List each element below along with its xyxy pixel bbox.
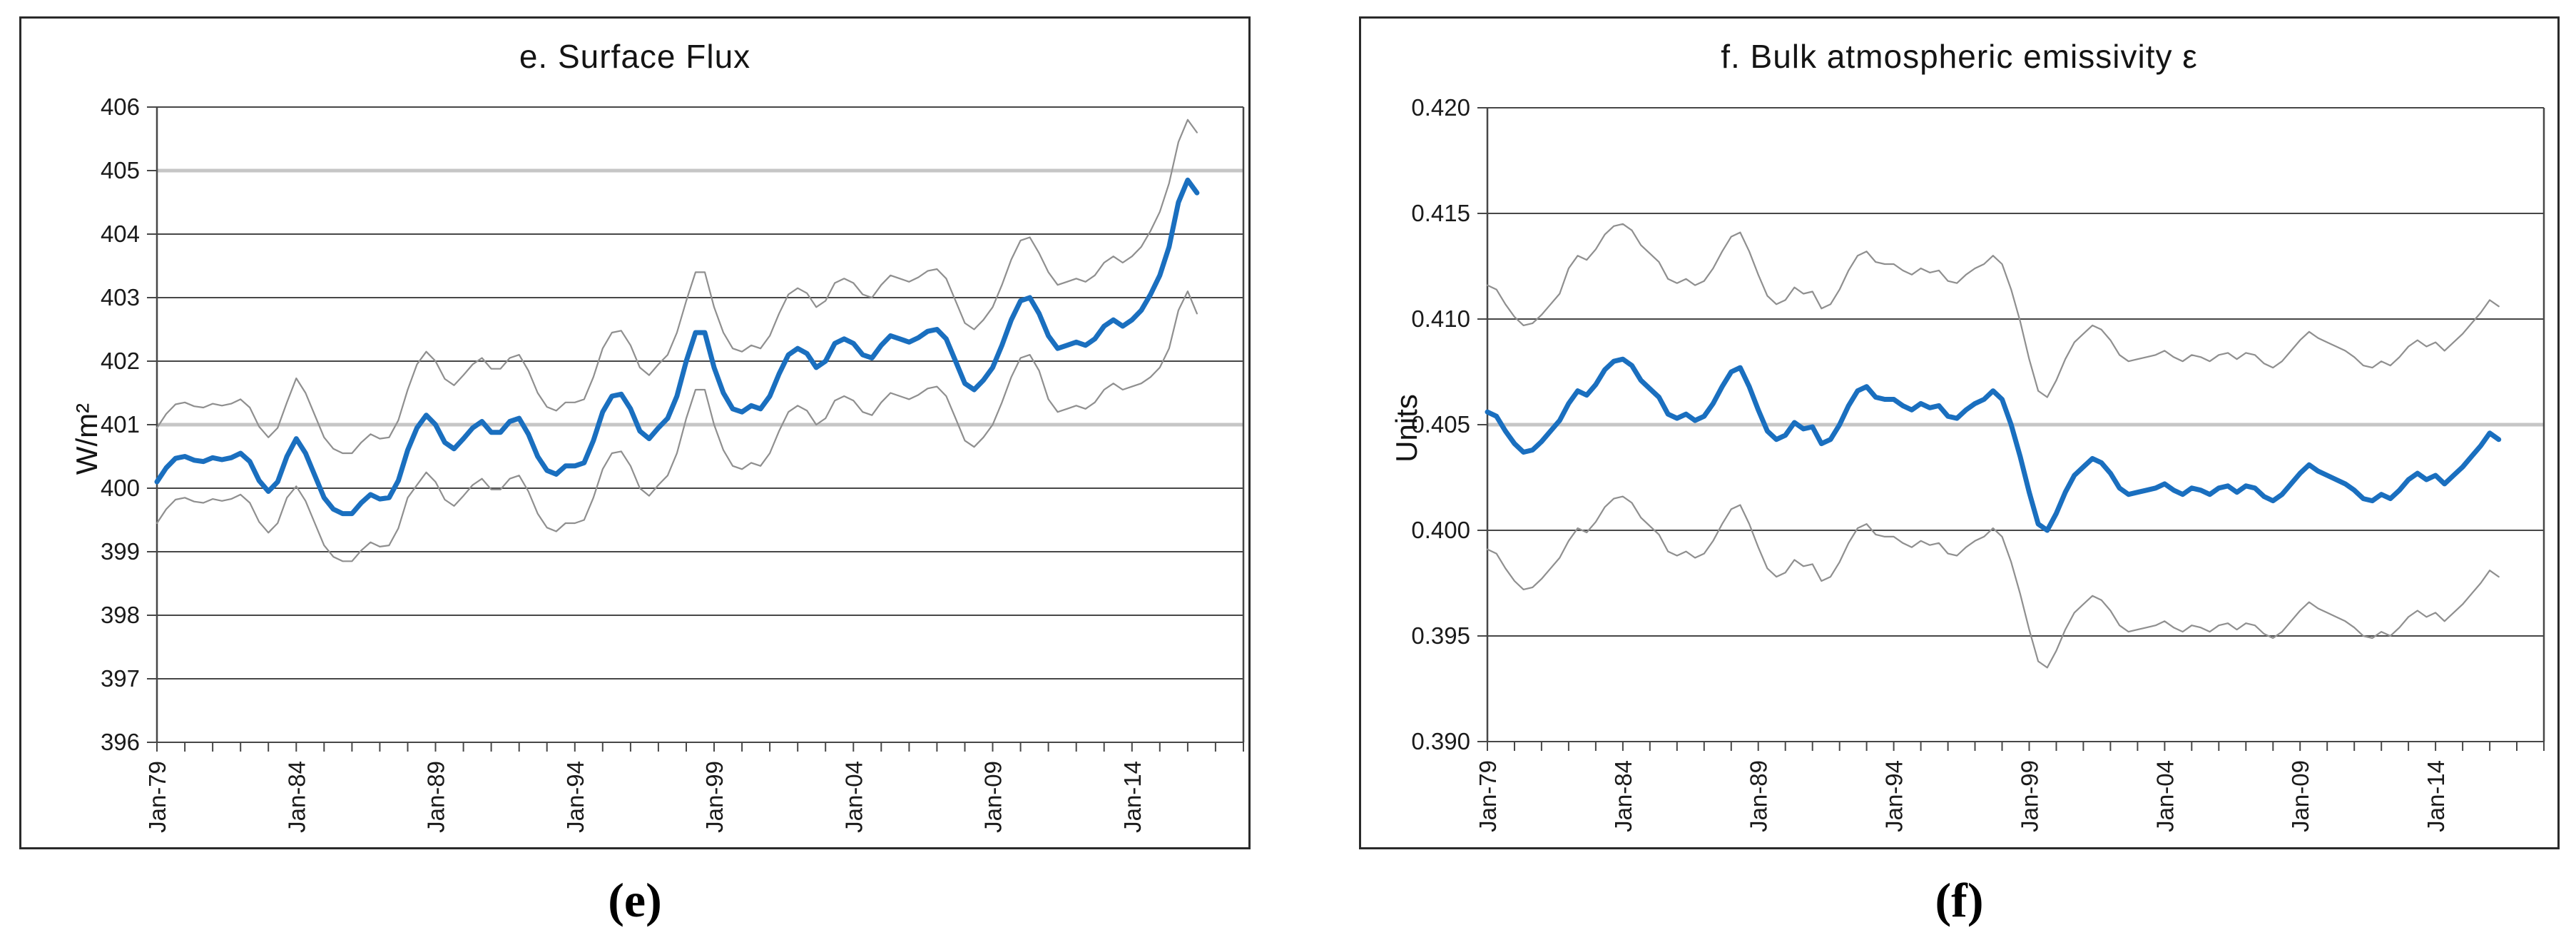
y-tick-label: 404 bbox=[101, 221, 140, 247]
x-tick-label: Jan-04 bbox=[840, 761, 867, 833]
y-tick-label: 0.390 bbox=[1411, 728, 1470, 754]
y-tick-label: 400 bbox=[101, 475, 140, 501]
y-tick-label: 401 bbox=[101, 411, 140, 438]
y-tick-label: 0.420 bbox=[1411, 94, 1470, 121]
chart-box-e bbox=[19, 16, 1251, 849]
x-tick-label: Jan-79 bbox=[1475, 760, 1501, 832]
x-tick-label: Jan-89 bbox=[423, 761, 449, 833]
series-main-line bbox=[1485, 356, 2502, 533]
x-tick-label: Jan-14 bbox=[2423, 760, 2449, 832]
chart-box-f bbox=[1359, 16, 2560, 849]
series-lower-bound-line bbox=[156, 290, 1198, 562]
series-main-line bbox=[154, 177, 1200, 517]
chart-title-e: e. Surface Flux bbox=[519, 38, 751, 75]
x-tick-label: Jan-99 bbox=[2017, 760, 2043, 832]
y-tick-label: 402 bbox=[101, 348, 140, 374]
x-tick-label: Jan-14 bbox=[1119, 761, 1146, 833]
series-upper-bound-line bbox=[156, 118, 1198, 455]
x-tick-label: Jan-09 bbox=[980, 761, 1007, 833]
figure-caption-f: (f) bbox=[1935, 873, 1984, 927]
figure-caption-e: (e) bbox=[608, 873, 662, 927]
x-tick-label: Jan-09 bbox=[2287, 760, 2313, 832]
y-tick-label: 406 bbox=[101, 94, 140, 120]
chart-f: 0.420 0.415 0.410 0.405 0.400 0.395 0.390Jan-7… bbox=[1411, 94, 2545, 832]
y-axis-label-f: Units bbox=[1390, 394, 1423, 463]
y-tick-label: 0.395 bbox=[1411, 622, 1470, 649]
chart-title-f: f. Bulk atmospheric emissivity ε bbox=[1721, 38, 2198, 75]
y-tick-label: 396 bbox=[101, 729, 140, 755]
x-tick-label: Jan-84 bbox=[283, 761, 310, 833]
x-tick-label: Jan-89 bbox=[1746, 760, 1772, 832]
x-tick-label: Jan-94 bbox=[562, 761, 589, 833]
y-tick-label: 398 bbox=[101, 602, 140, 628]
y-tick-label: 405 bbox=[101, 157, 140, 183]
series-upper-bound-line bbox=[1486, 223, 2500, 398]
y-tick-label: 0.415 bbox=[1411, 200, 1470, 226]
x-tick-label: Jan-04 bbox=[2152, 760, 2178, 832]
y-tick-label: 0.410 bbox=[1411, 305, 1470, 332]
y-tick-label: 399 bbox=[101, 538, 140, 565]
y-tick-label: 403 bbox=[101, 284, 140, 310]
x-tick-label: Jan-84 bbox=[1610, 760, 1636, 832]
x-tick-label: Jan-79 bbox=[144, 761, 170, 833]
y-tick-label: 0.405 bbox=[1411, 411, 1470, 438]
x-tick-label: Jan-94 bbox=[1881, 760, 1908, 832]
y-tick-label: 397 bbox=[101, 665, 140, 692]
series-lower-bound-line bbox=[1486, 495, 2500, 669]
y-axis-label-e: W/m² bbox=[70, 403, 103, 475]
x-tick-label: Jan-99 bbox=[701, 761, 728, 833]
y-tick-label: 0.400 bbox=[1411, 517, 1470, 543]
